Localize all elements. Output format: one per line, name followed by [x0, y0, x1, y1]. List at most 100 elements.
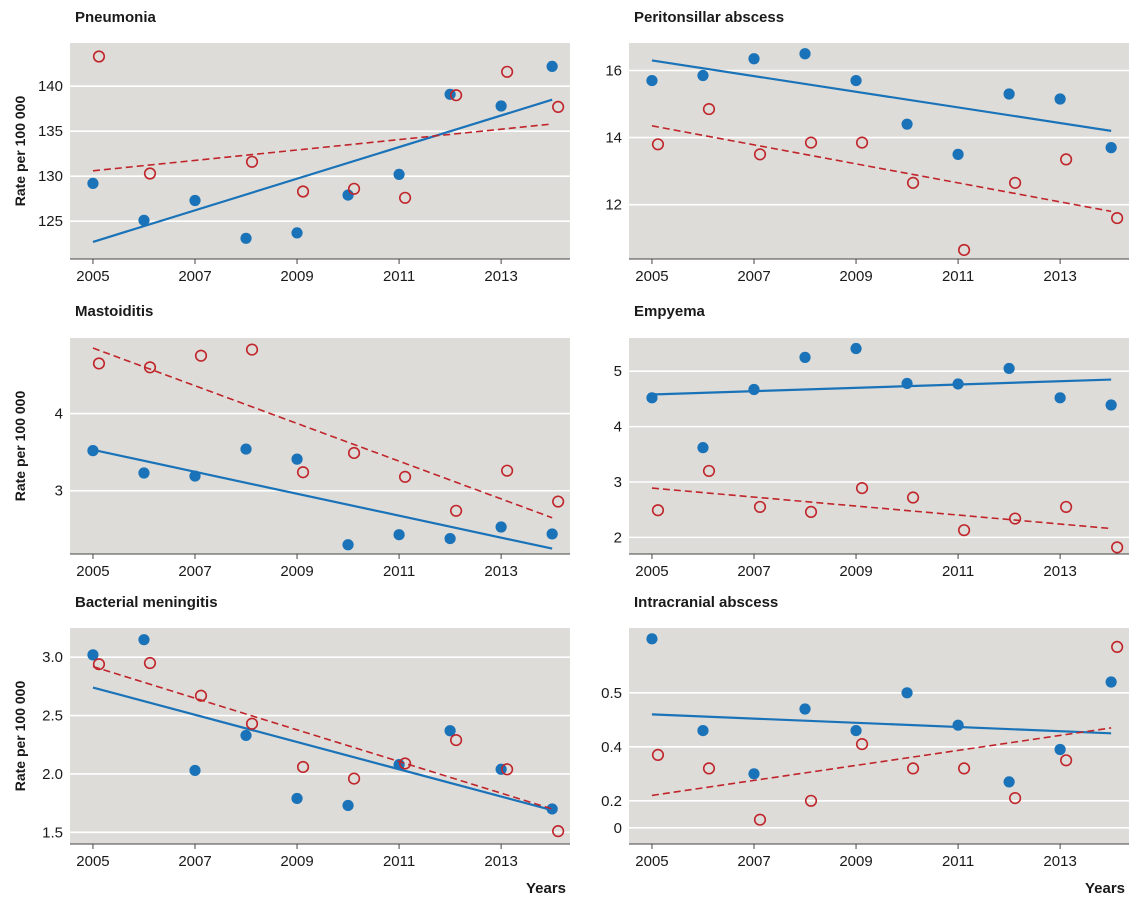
y-tick-label: 125 — [38, 213, 63, 230]
data-point-filled — [393, 168, 405, 180]
data-point-filled — [799, 48, 811, 60]
data-point-open — [501, 65, 514, 78]
data-point-open — [1060, 754, 1073, 767]
x-axis-label: Years — [1085, 880, 1125, 897]
data-point-filled — [138, 467, 150, 479]
data-point-filled — [495, 100, 507, 112]
chart-title: Pneumonia — [75, 9, 157, 26]
data-point-filled — [495, 521, 507, 533]
data-point-open — [92, 50, 106, 63]
data-point-open — [906, 491, 920, 504]
data-point-open — [552, 100, 565, 113]
data-point-open — [194, 349, 208, 362]
y-tick-label: 4 — [55, 406, 63, 423]
trend-line-solid — [92, 686, 553, 812]
data-point-filled — [393, 529, 405, 541]
data-point-filled — [1003, 88, 1015, 100]
chart-title: Empyema — [634, 303, 706, 320]
data-point-filled — [87, 445, 99, 457]
data-point-filled — [444, 532, 456, 545]
trend-line-solid — [651, 378, 1112, 396]
data-point-filled — [342, 539, 354, 551]
data-point-open — [552, 495, 565, 508]
data-point-open — [1009, 512, 1022, 525]
y-tick-label: 1.5 — [42, 824, 63, 841]
data-point-open — [398, 757, 412, 770]
data-point-open — [1111, 541, 1124, 554]
data-point-filled — [748, 53, 760, 65]
data-point-open — [804, 136, 818, 149]
data-point-filled — [87, 649, 99, 661]
x-tick-label: 2013 — [1043, 853, 1076, 870]
y-tick-label: 14 — [605, 130, 622, 147]
data-point-filled — [850, 342, 862, 355]
x-tick-label: 2005 — [76, 268, 109, 285]
data-point-filled — [646, 392, 658, 404]
data-point-open — [296, 185, 310, 198]
trend-line-solid — [92, 448, 553, 550]
x-axis-label: Years — [526, 880, 566, 897]
x-tick-label: 2009 — [280, 563, 313, 580]
data-point-open — [753, 500, 767, 514]
data-point-filled — [240, 232, 252, 244]
x-tick-label: 2009 — [280, 268, 313, 285]
x-tick-label: 2011 — [942, 853, 974, 870]
plot-area — [629, 338, 1129, 554]
data-point-filled — [291, 453, 303, 465]
data-point-filled — [240, 443, 252, 455]
x-tick-label: 2007 — [737, 563, 770, 580]
x-tick-label: 2007 — [178, 268, 211, 285]
data-point-filled — [291, 227, 303, 239]
data-point-open — [651, 504, 665, 517]
data-point-open — [906, 176, 920, 189]
data-point-filled — [646, 74, 658, 87]
chart-panel: 0 0.2 0.4 0.5 2005 2007 2009 2011 2013 Intracrani… — [601, 594, 1129, 897]
plot-area — [629, 628, 1129, 844]
data-point-filled — [240, 729, 252, 742]
data-point-filled — [697, 725, 709, 737]
data-point-open — [957, 243, 971, 257]
data-point-open — [92, 658, 106, 671]
data-point-open — [450, 733, 463, 747]
data-point-open — [245, 717, 259, 730]
data-point-open — [1060, 153, 1073, 166]
data-point-filled — [1105, 676, 1117, 688]
y-tick-label: 2.5 — [42, 708, 63, 725]
trend-line-dashed — [651, 125, 1112, 213]
x-tick-label: 2013 — [484, 853, 517, 870]
y-tick-label: 3 — [55, 483, 63, 500]
data-point-open — [501, 464, 514, 477]
data-point-open — [1060, 500, 1073, 514]
data-point-filled — [697, 442, 709, 454]
y-tick-label: 2 — [614, 529, 622, 546]
data-point-open — [194, 689, 208, 702]
chart-title: Bacterial meningitis — [75, 594, 218, 611]
data-point-filled — [748, 383, 760, 396]
data-point-open — [702, 102, 716, 116]
data-point-open — [1009, 791, 1022, 805]
x-tick-label: 2005 — [635, 268, 668, 285]
y-tick-label: 0.2 — [601, 793, 622, 810]
data-point-filled — [1003, 362, 1015, 375]
data-point-filled — [1105, 399, 1117, 411]
y-tick-label: 2.0 — [42, 766, 63, 783]
y-axis-label: Rate per 100 000 — [12, 391, 28, 502]
trend-line-solid — [651, 59, 1112, 132]
data-point-open — [1111, 640, 1124, 654]
data-point-filled — [1054, 93, 1066, 105]
y-tick-label: 0.4 — [601, 739, 622, 756]
data-point-open — [957, 762, 971, 775]
data-point-open — [753, 148, 767, 161]
data-point-open — [1111, 211, 1124, 225]
x-tick-label: 2009 — [839, 853, 872, 870]
data-point-open — [552, 825, 565, 838]
data-point-filled — [901, 687, 913, 699]
chart-title: Mastoiditis — [75, 303, 153, 320]
data-point-filled — [546, 803, 558, 815]
y-tick-label: 12 — [605, 197, 622, 214]
data-point-filled — [697, 69, 709, 82]
data-point-filled — [1003, 776, 1015, 788]
data-point-filled — [189, 764, 201, 777]
data-point-filled — [546, 528, 558, 540]
x-tick-label: 2013 — [484, 268, 517, 285]
